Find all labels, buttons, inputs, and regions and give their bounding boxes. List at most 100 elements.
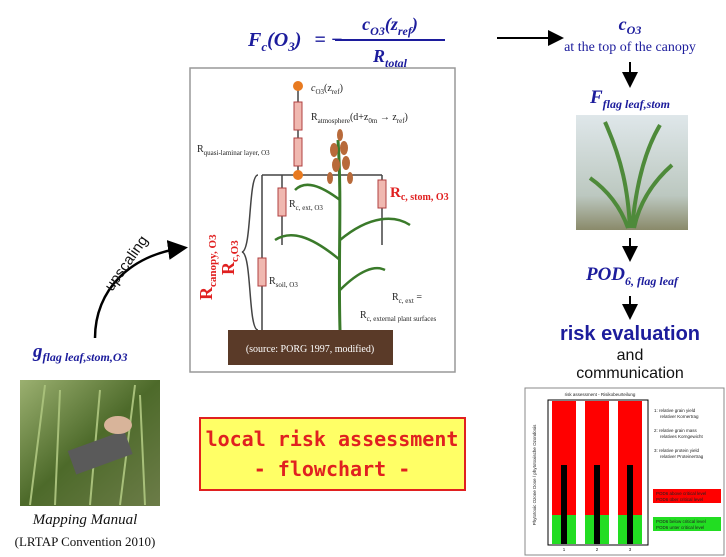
- x-label: 3: [629, 547, 632, 552]
- symbol: R: [218, 261, 238, 275]
- legend-text: relativer Kornertrag: [660, 414, 699, 419]
- symbol: =: [414, 292, 423, 303]
- subscript: 3: [287, 39, 295, 54]
- leaf-photo: [576, 115, 688, 230]
- legend-text: 1: relative grain yield: [654, 408, 696, 413]
- bar: [627, 465, 633, 544]
- legend-text: relatives Korngewicht: [660, 434, 704, 439]
- r-cext: Rc, ext =: [392, 292, 422, 305]
- operator: = −: [314, 29, 343, 51]
- plot-frame: [547, 399, 649, 546]
- formula-lhs: Fc(O3) = −: [247, 29, 343, 54]
- symbol: POD: [585, 264, 625, 285]
- subscript: ref: [397, 117, 405, 125]
- subscript: 6, flag leaf: [625, 274, 679, 288]
- symbol: ): [405, 112, 408, 123]
- subscript: O3: [370, 24, 385, 38]
- symbol: ): [293, 29, 302, 51]
- plant-ear: [327, 129, 353, 184]
- legend-text: POD6 above critical level: [656, 491, 706, 496]
- symbol: R: [289, 199, 296, 210]
- node: [293, 170, 303, 180]
- box-line2: - flowchart -: [254, 457, 411, 481]
- resistor: [293, 137, 303, 167]
- r-soil: Rsoil, O3: [269, 276, 298, 289]
- resistor: [293, 101, 303, 131]
- leaves: [588, 121, 674, 229]
- symbol: R: [196, 286, 216, 300]
- symbol: R: [360, 310, 367, 321]
- resistor: [377, 179, 387, 209]
- resistor: [277, 187, 287, 217]
- node: [293, 81, 303, 91]
- legend-text: relativer Proteinertrag: [660, 454, 704, 459]
- symbol: F: [589, 87, 603, 108]
- symbol: R: [311, 112, 318, 123]
- legend-text: POD6 über critical level: [656, 497, 703, 502]
- r-ext: Rc, ext, O3: [289, 199, 323, 212]
- symbol: (d+z: [350, 112, 369, 123]
- r-cext-def: Rc, external plant surfaces: [360, 310, 437, 323]
- symbol: → z: [377, 112, 397, 123]
- upscaling: upscaling: [101, 233, 151, 295]
- r-quasi-laminar: Rquasi-laminar layer, O3: [197, 144, 270, 157]
- legend-swatch: [653, 517, 721, 531]
- subscript: c: [261, 39, 267, 54]
- x-label: 2: [596, 547, 599, 552]
- c-ref-label: cO3(zref): [311, 83, 343, 96]
- and: and: [617, 347, 644, 364]
- ground: [228, 330, 393, 365]
- r-c: Rc,O3: [218, 240, 241, 275]
- formula-numerator: cO3(zref): [362, 14, 418, 38]
- symbol: (O: [267, 29, 288, 51]
- symbol: (z: [324, 83, 332, 94]
- legend-text: POD6 unter critical level: [656, 525, 704, 530]
- resistance-diagram: (source: PORG 1997, modified) cO3(zref) …: [189, 67, 456, 373]
- legend-text: 3: relative protein yield: [654, 448, 700, 453]
- risk-chart: risk assessment - Risikobeurteilung Phyt…: [524, 387, 725, 556]
- risk-evaluation: risk evaluation: [560, 323, 700, 345]
- instrument: [67, 430, 133, 475]
- subscript: c, ext: [399, 297, 414, 305]
- hand: [104, 416, 132, 434]
- formula-denominator: Rtotal: [372, 46, 408, 70]
- x-label: 1: [563, 547, 566, 552]
- subscript: flag leaf,stom: [603, 97, 670, 111]
- symbol: ): [340, 83, 343, 94]
- symbol: ): [410, 14, 418, 35]
- subscript: O3: [627, 23, 642, 37]
- plant-leaves: [274, 183, 411, 291]
- subscript: flag leaf,stom,O3: [43, 350, 128, 364]
- subscript: O3: [315, 88, 324, 96]
- symbol: c: [362, 14, 370, 34]
- subscript: canopy, O3: [207, 234, 219, 287]
- subscript: total: [385, 56, 408, 70]
- r-canopy: Rcanopy, O3: [196, 234, 219, 300]
- symbol: c: [311, 83, 316, 94]
- symbol: R: [372, 46, 385, 66]
- subscript: c, external plant surfaces: [367, 315, 437, 323]
- subscript: quasi-laminar layer, O3: [204, 149, 271, 157]
- symbol: g: [32, 341, 43, 362]
- symbol: (z: [385, 14, 398, 35]
- symbol: R: [269, 276, 276, 287]
- symbol: c: [619, 14, 627, 34]
- box-line1: local risk assessment: [206, 427, 459, 451]
- subscript: atmosphere: [318, 117, 350, 125]
- diagram-frame: [189, 67, 456, 373]
- subscript: c, ext, O3: [296, 204, 324, 212]
- symbol: F: [247, 29, 262, 51]
- subscript: c,O3: [229, 240, 241, 262]
- symbol: R: [392, 292, 399, 303]
- subscript: c, stom, O3: [401, 192, 449, 203]
- field-photo: [20, 380, 160, 506]
- canopy-top: at the top of the canopy: [564, 40, 696, 55]
- brace: [241, 174, 259, 331]
- manual-source: (LRTAP Convention 2010): [15, 534, 156, 549]
- subscript: 0m: [368, 117, 378, 125]
- flux: Fflag leaf,stom: [589, 87, 670, 111]
- flowchart-box: [199, 417, 466, 491]
- symbol: R: [197, 144, 204, 155]
- legend-text: POD6 below critical level: [656, 519, 706, 524]
